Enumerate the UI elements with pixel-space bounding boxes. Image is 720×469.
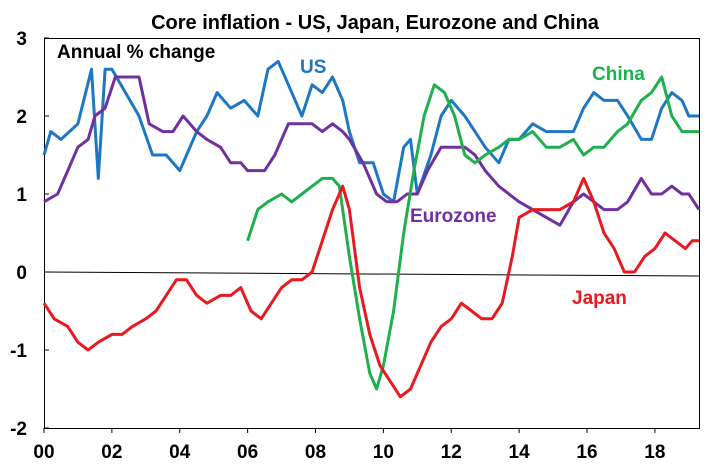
x-tick-label: 10 bbox=[373, 442, 394, 463]
x-tick-label: 02 bbox=[101, 442, 122, 463]
zero-line-group bbox=[43, 271, 700, 277]
y-tick-label: 0 bbox=[16, 263, 27, 284]
series-label-us: US bbox=[300, 57, 326, 78]
series-line-japan bbox=[42, 176, 699, 399]
x-tick-label: 18 bbox=[644, 442, 665, 463]
series-label-eurozone: Eurozone bbox=[410, 206, 497, 227]
unit-label: Annual % change bbox=[57, 42, 215, 63]
x-tick-label: 12 bbox=[441, 442, 462, 463]
x-tick-label: 14 bbox=[509, 442, 531, 463]
zero-line bbox=[43, 271, 700, 277]
series-label-japan: Japan bbox=[572, 288, 627, 309]
series-line-us bbox=[42, 59, 699, 204]
chart-title: Core inflation - US, Japan, Eurozone and… bbox=[151, 12, 600, 34]
x-tick-label: 06 bbox=[237, 442, 258, 463]
x-axis-ticks: 00 02 04 06 08 10 12 14 16 18 bbox=[33, 428, 665, 463]
y-axis-ticks: -2 -1 0 1 2 3 bbox=[10, 29, 49, 440]
y-tick-label: 1 bbox=[16, 185, 27, 206]
series-labels: US Eurozone China Japan bbox=[300, 57, 645, 309]
series-line-china bbox=[246, 75, 699, 391]
y-tick-label: -2 bbox=[10, 419, 27, 440]
x-tick-label: 04 bbox=[169, 442, 191, 463]
x-tick-label: 00 bbox=[33, 442, 54, 463]
y-tick-label: -1 bbox=[10, 341, 27, 362]
y-tick-label: 2 bbox=[16, 107, 27, 128]
y-tick-label: 3 bbox=[16, 29, 27, 50]
plot-area-frame bbox=[44, 38, 700, 429]
x-tick-label: 08 bbox=[305, 442, 326, 463]
x-tick-label: 16 bbox=[576, 442, 597, 463]
series-label-china: China bbox=[592, 64, 645, 85]
series-lines bbox=[42, 59, 701, 399]
